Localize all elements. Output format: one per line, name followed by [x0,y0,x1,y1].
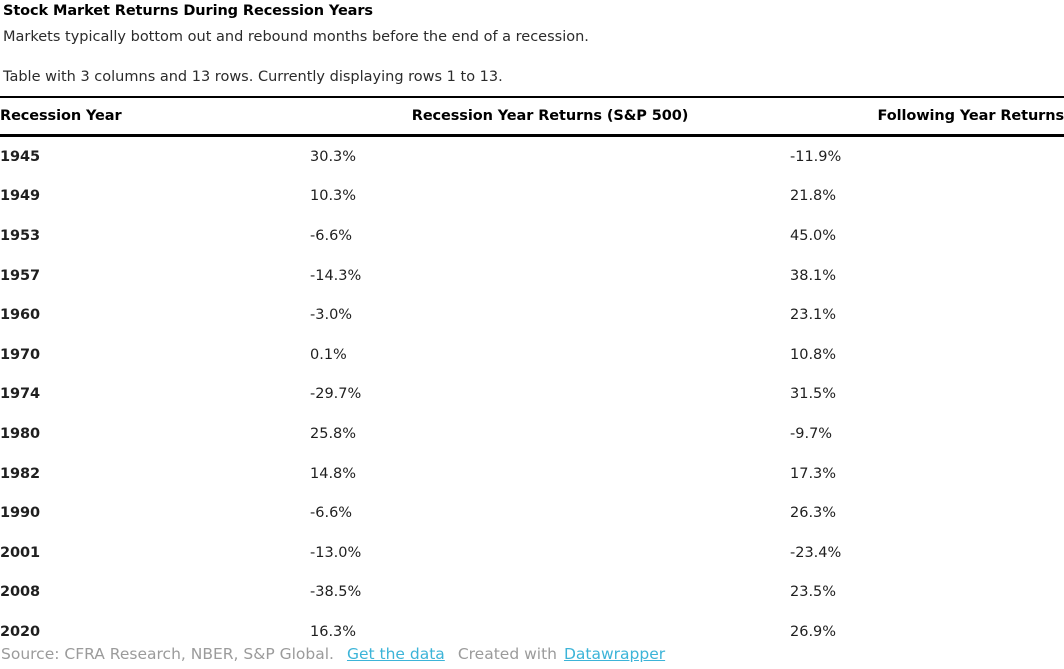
created-with-text: Created with [457,645,557,663]
year-cell: 1990 [0,505,40,522]
year-cell: 1982 [0,465,40,482]
following-return-cell: 10.8% [790,346,837,363]
recession-return-cell: -29.7% [310,386,362,403]
recession-return-cell: 10.3% [310,188,357,205]
following-return-cell: -11.9% [790,148,842,165]
table-row: 2001 -13.0% -23.4% [0,533,1064,573]
recession-return-cell: -3.0% [310,307,353,324]
year-cell: 1960 [0,307,40,324]
year-cell: 1949 [0,188,40,205]
following-return-cell: 45.0% [790,227,837,244]
column-header-recession-year-returns: Recession Year Returns (S&P 500) [411,108,689,124]
table-row: 2008 -38.5% 23.5% [0,573,1064,613]
year-cell: 1974 [0,386,40,403]
table-row: 1957 -14.3% 38.1% [0,256,1064,296]
recession-return-cell: 30.3% [310,148,357,165]
source-text: Source: CFRA Research, NBER, S&P Global. [1,645,334,663]
table-row: 1990 -6.6% 26.3% [0,493,1064,533]
recession-return-cell: 0.1% [310,346,347,363]
recession-return-cell: -13.0% [310,544,362,561]
year-cell: 1980 [0,425,40,442]
get-the-data-link[interactable]: Get the data [346,645,445,663]
recession-return-cell: 14.8% [310,465,357,482]
recession-return-cell: -14.3% [310,267,362,284]
following-return-cell: 26.3% [790,505,837,522]
year-cell: 1957 [0,267,40,284]
table-row: 2020 16.3% 26.9% [0,612,1064,652]
recession-return-cell: -6.6% [310,227,353,244]
datawrapper-link[interactable]: Datawrapper [563,645,666,663]
table-row: 1949 10.3% 21.8% [0,177,1064,217]
year-cell: 2008 [0,584,40,601]
following-return-cell: -23.4% [790,544,842,561]
page-subtitle: Markets typically bottom out and rebound… [3,29,589,45]
table-row: 1945 30.3% -11.9% [0,136,1064,177]
year-cell: 1970 [0,346,40,363]
year-cell: 1953 [0,227,40,244]
recession-return-cell: 16.3% [310,623,357,640]
column-header-following-year-returns: Following Year Returns [877,108,1064,124]
table-row: 1970 0.1% 10.8% [0,335,1064,375]
year-cell: 2020 [0,623,40,640]
following-return-cell: 21.8% [790,188,837,205]
year-cell: 2001 [0,544,40,561]
following-return-cell: 23.5% [790,584,837,601]
following-return-cell: 38.1% [790,267,837,284]
page-title: Stock Market Returns During Recession Ye… [3,3,373,19]
following-return-cell: 23.1% [790,307,837,324]
following-return-cell: -9.7% [790,425,833,442]
header-row: Recession Year Recession Year Returns (S… [0,97,1064,136]
following-return-cell: 26.9% [790,623,837,640]
following-return-cell: 31.5% [790,386,837,403]
table-row: 1974 -29.7% 31.5% [0,375,1064,415]
column-header-recession-year: Recession Year [0,108,122,124]
footer: Source: CFRA Research, NBER, S&P Global.… [1,645,665,664]
following-return-cell: 17.3% [790,465,837,482]
returns-table: Recession Year Recession Year Returns (S… [0,96,1064,652]
recession-return-cell: -6.6% [310,505,353,522]
table-row: 1960 -3.0% 23.1% [0,295,1064,335]
recession-return-cell: 25.8% [310,425,357,442]
recession-return-cell: -38.5% [310,584,362,601]
table-row: 1953 -6.6% 45.0% [0,216,1064,256]
year-cell: 1945 [0,148,40,165]
table-accessibility-note: Table with 3 columns and 13 rows. Curren… [3,69,503,85]
table-row: 1982 14.8% 17.3% [0,454,1064,494]
table-row: 1980 25.8% -9.7% [0,414,1064,454]
